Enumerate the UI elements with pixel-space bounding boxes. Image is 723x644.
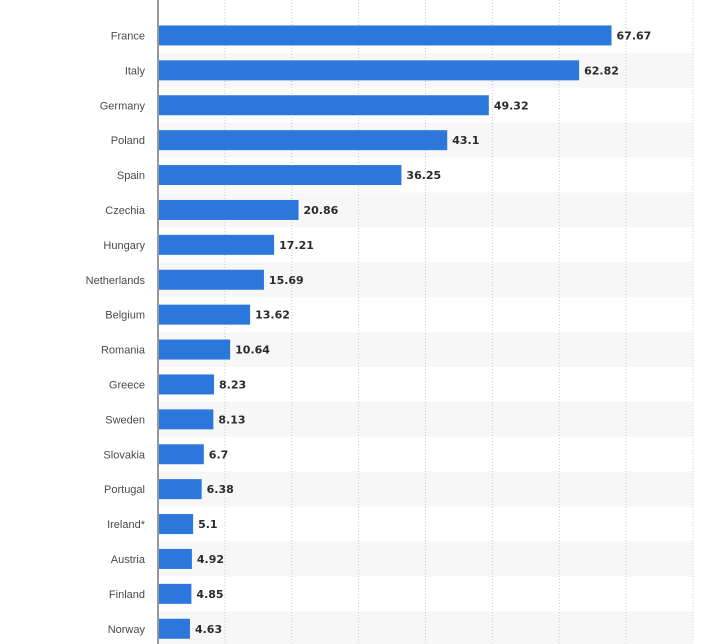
- row-shade: [158, 332, 693, 367]
- value-label: 17.21: [279, 239, 314, 252]
- bar[interactable]: [159, 234, 275, 255]
- row-shade: [158, 401, 693, 437]
- value-label: 20.86: [304, 204, 339, 217]
- category-labels: France Italy Germany Poland Spain Czechia Hung…: [86, 30, 146, 635]
- bar[interactable]: [159, 304, 251, 325]
- bar[interactable]: [159, 409, 214, 430]
- value-label: 8.23: [219, 378, 246, 391]
- bar[interactable]: [159, 130, 448, 151]
- category-label: Netherlands: [86, 275, 146, 287]
- value-label: 4.92: [197, 553, 224, 566]
- bar[interactable]: [159, 165, 402, 186]
- value-label: 36.25: [406, 169, 441, 182]
- category-label: Finland: [109, 589, 145, 601]
- category-label: Sweden: [105, 414, 145, 426]
- value-label: 8.13: [218, 413, 245, 426]
- value-label: 6.7: [209, 448, 229, 461]
- category-label: Germany: [100, 100, 146, 112]
- bar[interactable]: [159, 374, 215, 395]
- value-label: 67.67: [617, 29, 652, 42]
- value-label: 4.63: [195, 623, 222, 636]
- bar[interactable]: [159, 60, 580, 81]
- category-label: Norway: [108, 624, 146, 636]
- bar[interactable]: [159, 25, 612, 46]
- bar[interactable]: [159, 583, 192, 604]
- bar[interactable]: [159, 269, 264, 290]
- category-label: France: [111, 30, 145, 42]
- category-label: Italy: [125, 65, 146, 77]
- bar[interactable]: [159, 618, 190, 639]
- value-label: 13.62: [255, 309, 290, 322]
- category-label: Austria: [111, 554, 146, 566]
- category-label: Hungary: [103, 240, 145, 252]
- bar[interactable]: [159, 199, 299, 220]
- bar[interactable]: [159, 479, 202, 500]
- bar[interactable]: [159, 339, 231, 360]
- value-label: 5.1: [198, 518, 218, 531]
- bar[interactable]: [159, 444, 204, 465]
- category-label: Slovakia: [103, 449, 145, 461]
- category-label: Romania: [101, 345, 146, 357]
- category-label: Belgium: [105, 310, 145, 322]
- category-label: Portugal: [104, 484, 145, 496]
- category-label: Spain: [117, 170, 145, 182]
- value-label: 4.85: [196, 588, 223, 601]
- bar[interactable]: [159, 514, 194, 535]
- bar[interactable]: [159, 95, 489, 116]
- gridlines: [224, 0, 694, 644]
- category-label: Ireland*: [107, 519, 146, 531]
- bars: [159, 25, 612, 639]
- category-label: Czechia: [105, 205, 146, 217]
- value-label: 43.1: [452, 134, 479, 147]
- value-label: 6.38: [207, 483, 234, 496]
- value-labels: 67.67 62.82 49.32 43.1 36.25 20.86 17.21 15.69 1…: [195, 29, 651, 635]
- value-label: 15.69: [269, 274, 304, 287]
- value-label: 49.32: [494, 99, 529, 112]
- bar[interactable]: [159, 548, 192, 569]
- value-label: 10.64: [235, 344, 270, 357]
- category-label: Poland: [111, 135, 145, 147]
- category-label: Greece: [109, 379, 145, 391]
- value-label: 62.82: [584, 64, 619, 77]
